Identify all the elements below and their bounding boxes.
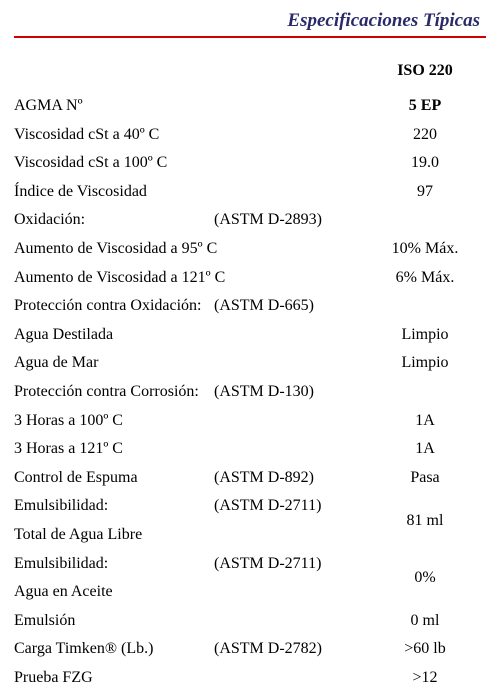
header-label-cell bbox=[14, 56, 214, 85]
table-row: Índice de Viscosidad 97 bbox=[14, 177, 486, 206]
row-method bbox=[214, 120, 364, 149]
row-label: Prueba FZG bbox=[14, 663, 214, 692]
table-row: Agua DestiladaLimpio bbox=[14, 320, 486, 349]
table-row: Control de Espuma(ASTM D-892)Pasa bbox=[14, 463, 486, 492]
row-method bbox=[214, 149, 364, 178]
row-method: (ASTM D-2893) bbox=[214, 206, 364, 235]
row-label: Oxidación: bbox=[14, 206, 214, 235]
row-method bbox=[214, 177, 364, 206]
row-label: Índice de Viscosidad bbox=[14, 177, 214, 206]
row-value: 1A bbox=[364, 435, 486, 464]
table-row: 3 Horas a 121º C1A bbox=[14, 435, 486, 464]
table-row: Agua de MarLimpio bbox=[14, 349, 486, 378]
row-method: (ASTM D-2711) bbox=[214, 492, 364, 521]
table-row: Prueba FZG >12 bbox=[14, 663, 486, 692]
row-value: 1A bbox=[364, 406, 486, 435]
row-method: (ASTM D-2711) bbox=[214, 549, 364, 578]
row-label: Total de Agua Libre bbox=[14, 521, 364, 550]
row-label: Agua en Aceite bbox=[14, 578, 364, 607]
table-row: Aumento de Viscosidad a 121º C6% Máx. bbox=[14, 263, 486, 292]
row-label: Viscosidad cSt a 40º C bbox=[14, 120, 214, 149]
row-value: Limpio bbox=[364, 349, 486, 378]
row-value: 19.0 bbox=[364, 149, 486, 178]
row-method bbox=[214, 606, 364, 635]
section-title: Especificaciones Típicas bbox=[14, 10, 486, 36]
row-label: Emulsión bbox=[14, 606, 214, 635]
row-label: Emulsibilidad: bbox=[14, 492, 214, 521]
row-label: Agua Destilada bbox=[14, 320, 364, 349]
row-label: Protección contra Oxidación: bbox=[14, 292, 214, 321]
row-value: >12 bbox=[364, 663, 486, 692]
row-value: 0% bbox=[364, 549, 486, 606]
row-method: (ASTM D-2782) bbox=[214, 635, 364, 664]
table-row: Protección contra Corrosión:(ASTM D-130) bbox=[14, 378, 486, 407]
row-value bbox=[364, 206, 486, 235]
row-value bbox=[364, 292, 486, 321]
row-label: Control de Espuma bbox=[14, 463, 214, 492]
row-value bbox=[364, 378, 486, 407]
row-label: 3 Horas a 100º C bbox=[14, 406, 364, 435]
row-value: 220 bbox=[364, 120, 486, 149]
row-value: Pasa bbox=[364, 463, 486, 492]
row-value: Limpio bbox=[364, 320, 486, 349]
row-method: (ASTM D-665) bbox=[214, 292, 364, 321]
row-method bbox=[214, 663, 364, 692]
table-row: Emulsión 0 ml bbox=[14, 606, 486, 635]
row-label: Protección contra Corrosión: bbox=[14, 378, 214, 407]
row-label: 3 Horas a 121º C bbox=[14, 435, 364, 464]
table-row: Viscosidad cSt a 40º C 220 bbox=[14, 120, 486, 149]
row-value: >60 lb bbox=[364, 635, 486, 664]
row-value: 5 EP bbox=[364, 92, 486, 121]
header-value-cell: ISO 220 bbox=[364, 56, 486, 85]
row-label: Aumento de Viscosidad a 121º C bbox=[14, 263, 364, 292]
table-row: Protección contra Oxidación:(ASTM D-665) bbox=[14, 292, 486, 321]
row-label: AGMA Nº bbox=[14, 92, 214, 121]
title-rule bbox=[14, 36, 486, 38]
spec-table: ISO 220AGMA Nº5 EPViscosidad cSt a 40º C… bbox=[14, 56, 486, 692]
table-row: AGMA Nº 5 EP bbox=[14, 92, 486, 121]
row-label: Viscosidad cSt a 100º C bbox=[14, 149, 214, 178]
row-label: Carga Timken® (Lb.) bbox=[14, 635, 214, 664]
row-method: (ASTM D-130) bbox=[214, 378, 364, 407]
table-row: Oxidación:(ASTM D-2893) bbox=[14, 206, 486, 235]
row-label: Agua de Mar bbox=[14, 349, 364, 378]
table-row: Emulsibilidad:(ASTM D-2711)0% bbox=[14, 549, 486, 578]
header-method-cell bbox=[214, 56, 364, 85]
row-value: 0 ml bbox=[364, 606, 486, 635]
row-method bbox=[214, 92, 364, 121]
table-row: Carga Timken® (Lb.)(ASTM D-2782)>60 lb bbox=[14, 635, 486, 664]
row-value: 10% Máx. bbox=[364, 235, 486, 264]
table-row: 3 Horas a 100º C1A bbox=[14, 406, 486, 435]
row-label: Aumento de Viscosidad a 95º C bbox=[14, 235, 364, 264]
row-value: 97 bbox=[364, 177, 486, 206]
row-label: Emulsibilidad: bbox=[14, 549, 214, 578]
row-method: (ASTM D-892) bbox=[214, 463, 364, 492]
row-value: 81 ml bbox=[364, 492, 486, 549]
row-value: 6% Máx. bbox=[364, 263, 486, 292]
table-row: Emulsibilidad:(ASTM D-2711)81 ml bbox=[14, 492, 486, 521]
table-row: Viscosidad cSt a 100º C 19.0 bbox=[14, 149, 486, 178]
table-row: Aumento de Viscosidad a 95º C10% Máx. bbox=[14, 235, 486, 264]
